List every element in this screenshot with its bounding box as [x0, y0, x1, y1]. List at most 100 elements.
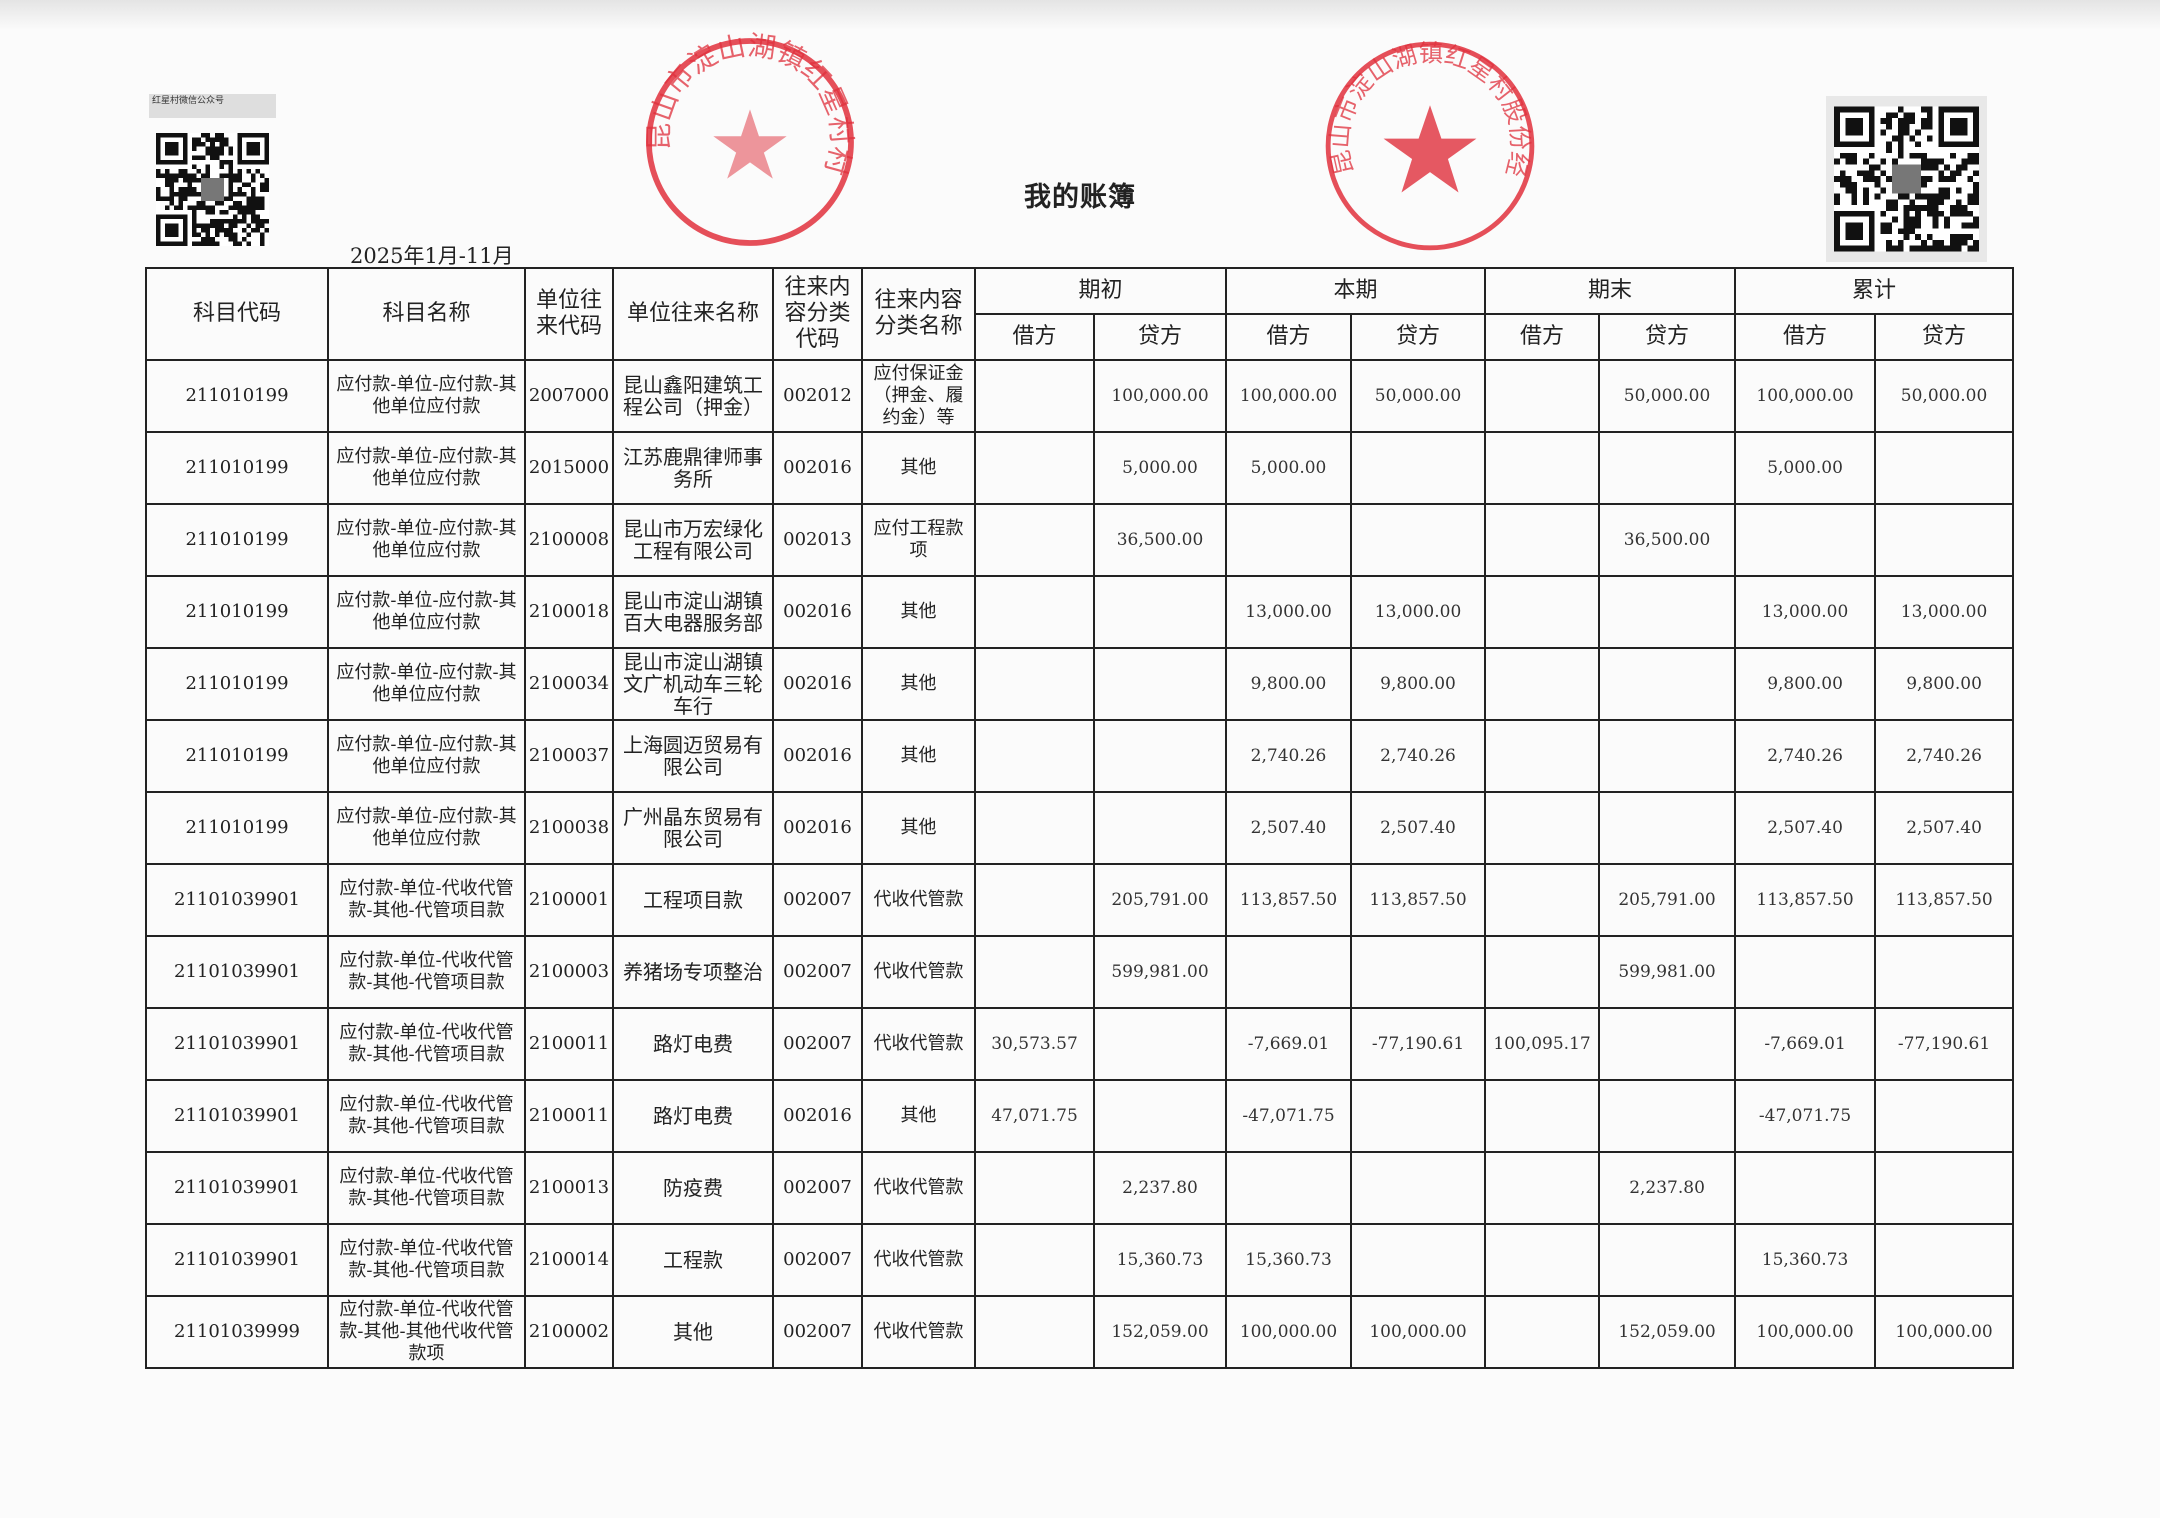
- cell-current-debit: [1225, 503, 1353, 577]
- header-debit: 借方: [974, 313, 1095, 361]
- cumulative-credit-text: 2,740.26: [1906, 746, 1982, 766]
- cell-cumulative-credit: [1874, 1151, 2015, 1225]
- unit-name-text: 江苏鹿鼎律师事务所: [623, 445, 763, 491]
- subject-code-text: 211010199: [185, 601, 289, 622]
- cell-unit-name: 其他: [612, 1295, 774, 1369]
- category-code-text: 002013: [783, 529, 852, 550]
- cell-subject-name: 应付款-单位-代收代管款-其他-代管项目款: [327, 1223, 526, 1297]
- closing-credit-text: 2,237.80: [1629, 1178, 1705, 1198]
- category-name-text: 其他: [900, 1105, 937, 1126]
- category-name-text: 应付工程款项: [873, 518, 964, 561]
- cell-opening-debit: [974, 863, 1095, 937]
- closing-debit-text: 100,095.17: [1493, 1034, 1591, 1054]
- subject-code-text: 21101039901: [174, 1249, 300, 1270]
- unit-code-text: 2100011: [528, 1033, 610, 1054]
- category-code-text: 002007: [783, 961, 852, 982]
- unit-code-text: 2100038: [528, 817, 610, 838]
- cell-category-code: 002007: [772, 935, 863, 1009]
- unit-code-text: 2100013: [528, 1177, 610, 1198]
- category-code-text: 002016: [783, 1105, 852, 1126]
- cell-current-debit: 2,507.40: [1225, 791, 1353, 865]
- cumulative-debit-text: -47,071.75: [1758, 1106, 1852, 1126]
- cell-current-credit: [1350, 503, 1487, 577]
- closing-credit-text: 152,059.00: [1618, 1322, 1716, 1342]
- header-credit: 贷方: [1598, 313, 1737, 361]
- red-stamp-cooperative: 昆山市淀山湖镇红星村股份经济合作社: [1320, 36, 1535, 251]
- category-code-text: 002007: [783, 1177, 852, 1198]
- subject-code-text: 21101039901: [174, 1105, 300, 1126]
- cell-closing-credit: 50,000.00: [1598, 359, 1737, 433]
- cell-current-credit: [1350, 1151, 1487, 1225]
- subject-name-text: 应付款-单位-代收代管款-其他-代管项目款: [339, 878, 514, 921]
- cell-category-name: 其他: [861, 575, 976, 649]
- cell-opening-debit: [974, 359, 1095, 433]
- cell-unit-name: 路灯电费: [612, 1079, 774, 1153]
- subject-name-text: 应付款-单位-应付款-其他单位应付款: [336, 518, 517, 561]
- current-credit-text: 50,000.00: [1374, 386, 1462, 406]
- cell-subject-name: 应付款-单位-应付款-其他单位应付款: [327, 719, 526, 793]
- cell-current-credit: 2,740.26: [1350, 719, 1487, 793]
- subject-code-text: 211010199: [185, 745, 289, 766]
- cell-closing-credit: [1598, 431, 1737, 505]
- unit-code-text: 2100018: [528, 601, 610, 622]
- cell-closing-credit: [1598, 1079, 1737, 1153]
- cell-cumulative-debit: -7,669.01: [1734, 1007, 1877, 1081]
- category-code-text: 002007: [783, 1033, 852, 1054]
- header-credit: 贷方: [1350, 313, 1487, 361]
- opening-credit-text: 100,000.00: [1111, 386, 1209, 406]
- cell-subject-name: 应付款-单位-应付款-其他单位应付款: [327, 359, 526, 433]
- category-code-text: 002016: [783, 817, 852, 838]
- cell-subject-code: 211010199: [145, 647, 329, 721]
- table-row: 21101039901 应付款-单位-代收代管款-其他-代管项目款 2100014 工…: [145, 1223, 2015, 1297]
- table-row: 211010199 应付款-单位-应付款-其他单位应付款 2100018 昆山市淀山湖…: [145, 575, 2015, 649]
- unit-code-text: 2007000: [528, 385, 610, 406]
- current-credit-text: 9,800.00: [1380, 674, 1456, 694]
- cell-closing-credit: 2,237.80: [1598, 1151, 1737, 1225]
- cell-opening-credit: 5,000.00: [1092, 431, 1228, 505]
- cell-closing-credit: [1598, 719, 1737, 793]
- unit-code-text: 2100002: [528, 1321, 610, 1342]
- cell-cumulative-credit: 2,507.40: [1874, 791, 2015, 865]
- category-name-text: 代收代管款: [873, 961, 964, 982]
- cell-subject-name: 应付款-单位-代收代管款-其他-代管项目款: [327, 863, 526, 937]
- subject-name-text: 应付款-单位-代收代管款-其他-代管项目款: [339, 1022, 514, 1065]
- subject-name-text: 应付款-单位-应付款-其他单位应付款: [336, 806, 517, 849]
- cell-current-credit: [1350, 1079, 1487, 1153]
- cell-opening-debit: [974, 1223, 1095, 1297]
- cumulative-debit-text: 15,360.73: [1761, 1250, 1849, 1270]
- cell-cumulative-debit: -47,071.75: [1734, 1079, 1877, 1153]
- cell-subject-code: 21101039901: [145, 1079, 329, 1153]
- cell-category-code: 002007: [772, 1151, 863, 1225]
- cell-current-debit: [1225, 1151, 1353, 1225]
- cell-category-code: 002012: [772, 359, 863, 433]
- cell-cumulative-credit: [1874, 431, 2015, 505]
- cell-current-debit: 15,360.73: [1225, 1223, 1353, 1297]
- cell-category-code: 002007: [772, 1223, 863, 1297]
- scan-edge: [0, 0, 2160, 30]
- svg-text:昆山市淀山湖镇红星村村民委员会: 昆山市淀山湖镇红星村村民委员会: [640, 32, 858, 179]
- unit-code-text: 2100037: [528, 745, 610, 766]
- cell-cumulative-credit: 13,000.00: [1874, 575, 2015, 649]
- cell-unit-name: 昆山市淀山湖镇文广机动车三轮车行: [612, 647, 774, 721]
- subject-code-text: 211010199: [185, 673, 289, 694]
- cell-category-code: 002016: [772, 719, 863, 793]
- table-row: 21101039901 应付款-单位-代收代管款-其他-代管项目款 2100011 路…: [145, 1079, 2015, 1153]
- subject-name-text: 应付款-单位-代收代管款-其他-代管项目款: [339, 950, 514, 993]
- cell-closing-debit: [1484, 791, 1601, 865]
- cell-category-name: 代收代管款: [861, 863, 976, 937]
- cell-subject-code: 21101039901: [145, 863, 329, 937]
- cumulative-debit-text: 2,740.26: [1767, 746, 1843, 766]
- cell-closing-debit: [1484, 1079, 1601, 1153]
- cell-unit-code: 2015000: [524, 431, 614, 505]
- header-opening: 期初: [973, 267, 1228, 315]
- cell-current-debit: 100,000.00: [1225, 359, 1353, 433]
- cell-opening-credit: 15,360.73: [1092, 1223, 1228, 1297]
- cell-current-debit: [1225, 935, 1353, 1009]
- cell-subject-code: 21101039901: [145, 1007, 329, 1081]
- cell-opening-credit: [1092, 575, 1228, 649]
- subject-name-text: 应付款-单位-代收代管款-其他-代管项目款: [339, 1238, 514, 1281]
- cell-opening-debit: [974, 431, 1095, 505]
- subject-code-text: 211010199: [185, 529, 289, 550]
- cell-cumulative-debit: 113,857.50: [1734, 863, 1877, 937]
- cell-closing-debit: [1484, 1151, 1601, 1225]
